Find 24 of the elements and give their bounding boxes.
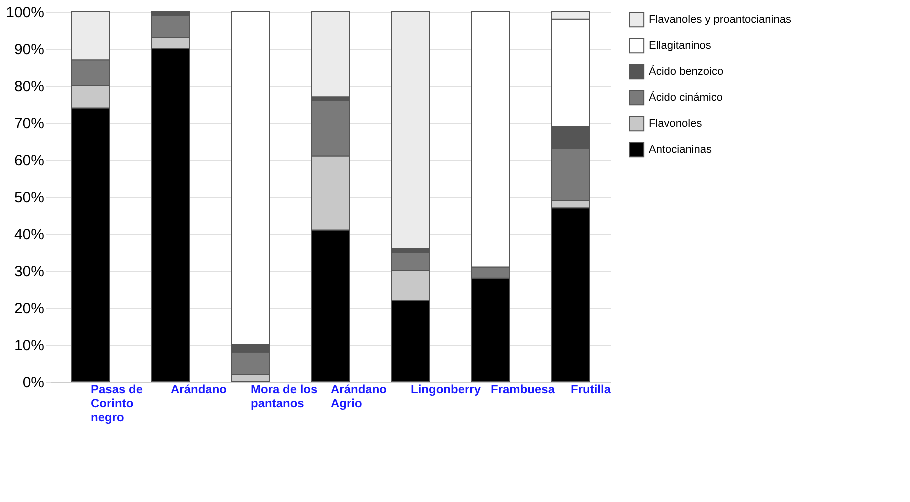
legend-label: Flavanoles y proantocianinas — [649, 14, 792, 26]
x-tick-label: Arándano — [171, 382, 228, 396]
y-tick-label: 30% — [14, 264, 44, 280]
legend-label: Antocianinas — [649, 144, 712, 156]
x-tick-label: Lingonberry — [411, 382, 482, 396]
y-tick-label: 40% — [14, 226, 44, 244]
legend-label: Flavonoles — [649, 118, 703, 130]
legend-label: Ácido benzoico — [649, 65, 724, 78]
y-tick-label: 80% — [14, 78, 44, 96]
legend-label: Ellagitaninos — [649, 40, 712, 52]
x-tick-label: Frambuesa — [491, 382, 556, 396]
y-tick-label: 100% — [6, 4, 44, 22]
y-tick-label: 20% — [14, 300, 44, 318]
x-tick-label: Pasas de Corinto negro — [91, 382, 144, 424]
x-tick-label: Frutilla — [571, 382, 612, 396]
y-tick-label: 50% — [14, 190, 44, 206]
y-tick-label: 10% — [14, 338, 44, 354]
y-tick-label: 60% — [14, 152, 44, 170]
legend-label: Ácido cinámico — [649, 91, 723, 104]
y-tick-label: 0% — [22, 374, 44, 392]
x-tick-label: Mora de los pantanos — [251, 382, 318, 410]
y-tick-label: 90% — [14, 42, 44, 58]
y-tick-label: 70% — [14, 116, 44, 132]
x-tick-label: Arándano Agrio — [331, 382, 388, 410]
